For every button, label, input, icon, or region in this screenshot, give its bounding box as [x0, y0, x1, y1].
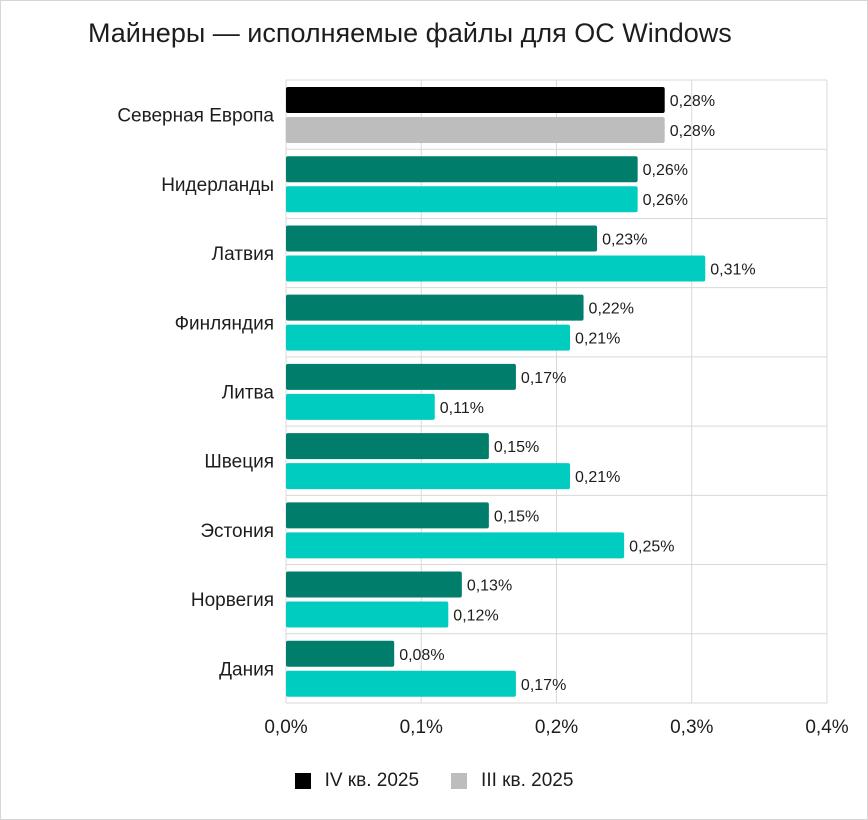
category-label: Латвия [212, 244, 274, 265]
chart-title: Майнеры — исполняемые файлы для ОС Windo… [88, 18, 732, 48]
bar [286, 640, 395, 667]
legend: IV кв. 2025 III кв. 2025 [0, 770, 868, 792]
bar [286, 463, 571, 490]
bar [286, 324, 571, 351]
data-label: 0,25% [629, 538, 674, 555]
x-tick-label: 0,4% [805, 717, 848, 738]
category-label: Нидерланды [161, 175, 274, 196]
data-label: 0,22% [589, 301, 634, 318]
bar [286, 393, 435, 420]
bar [286, 156, 638, 183]
bar [286, 532, 625, 559]
data-label: 0,28% [670, 123, 715, 140]
x-tick-label: 0,0% [264, 717, 307, 738]
bar [286, 225, 598, 252]
data-label: 0,15% [494, 439, 539, 456]
data-label: 0,08% [399, 647, 444, 664]
data-label: 0,26% [643, 192, 688, 209]
bar [286, 117, 665, 143]
data-label: 0,21% [575, 469, 620, 486]
category-label: Эстония [200, 521, 274, 542]
data-label: 0,15% [494, 508, 539, 525]
category-label: Северная Европа [117, 106, 274, 127]
bar [286, 363, 516, 390]
bar [286, 255, 706, 282]
legend-swatch [451, 773, 468, 789]
bar [286, 433, 489, 460]
x-tick-label: 0,3% [670, 717, 713, 738]
category-label: Норвегия [191, 590, 274, 611]
data-label: 0,31% [710, 261, 755, 278]
bar [286, 186, 638, 213]
legend-swatch [294, 773, 311, 789]
bar [286, 670, 516, 697]
data-label: 0,28% [670, 93, 715, 110]
data-label: 0,13% [467, 578, 512, 595]
bar [286, 571, 462, 598]
x-tick-label: 0,1% [400, 717, 443, 738]
data-label: 0,21% [575, 331, 620, 348]
data-label: 0,11% [440, 400, 484, 417]
bar [286, 601, 449, 628]
data-label: 0,17% [521, 677, 566, 694]
data-label: 0,26% [643, 162, 688, 179]
legend-item: IV кв. 2025 [294, 770, 420, 792]
x-tick-label: 0,2% [535, 717, 578, 738]
legend-label: IV кв. 2025 [324, 770, 420, 791]
data-label: 0,17% [521, 370, 566, 387]
bar [286, 502, 489, 529]
bar [286, 87, 665, 113]
data-label: 0,12% [453, 608, 498, 625]
category-label: Дания [219, 659, 274, 680]
legend-item: III кв. 2025 [451, 770, 573, 792]
legend-label: III кв. 2025 [481, 770, 574, 791]
bar-chart: 0,0% 0,1% 0,2% 0,3% 0,4% Северная Европа 0,28%… [117, 79, 849, 738]
category-label: Литва [222, 383, 275, 404]
category-label: Финляндия [175, 313, 274, 334]
bar [286, 294, 584, 321]
data-label: 0,23% [602, 231, 647, 248]
category-label: Швеция [204, 452, 274, 473]
